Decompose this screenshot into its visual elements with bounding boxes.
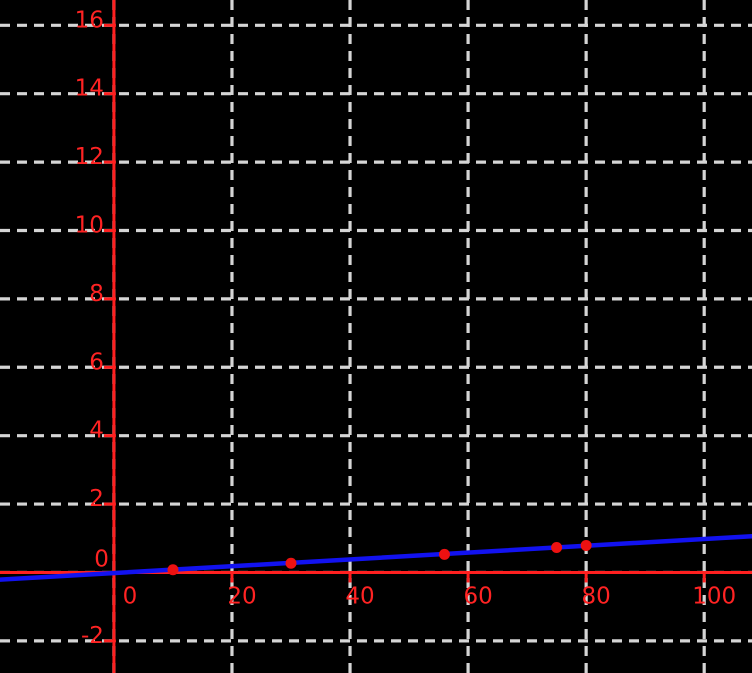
y-tick-label: 12 <box>75 144 104 170</box>
y-tick-label: -2 <box>81 623 104 649</box>
x-tick-label: 0 <box>123 583 138 609</box>
y-tick-label: 6 <box>89 349 104 375</box>
data-point <box>580 539 592 551</box>
y-tick-label: 16 <box>75 7 104 33</box>
y-tick-label: 0 <box>94 546 109 572</box>
y-tick-label: 4 <box>89 418 104 444</box>
trend-line <box>0 533 752 582</box>
x-tick-label: 60 <box>463 583 492 609</box>
y-tick-label: 2 <box>89 486 104 512</box>
x-tick-label: 100 <box>692 583 736 609</box>
data-point <box>551 541 563 553</box>
y-tick-label: 8 <box>89 281 104 307</box>
x-tick-label: 20 <box>227 583 256 609</box>
x-tick-label: 80 <box>581 583 610 609</box>
data-point <box>167 564 179 576</box>
data-point <box>438 548 450 560</box>
y-tick-label: 14 <box>75 76 104 102</box>
x-tick-label: 40 <box>345 583 374 609</box>
y-tick-label: 10 <box>75 212 104 238</box>
data-point <box>285 557 297 569</box>
